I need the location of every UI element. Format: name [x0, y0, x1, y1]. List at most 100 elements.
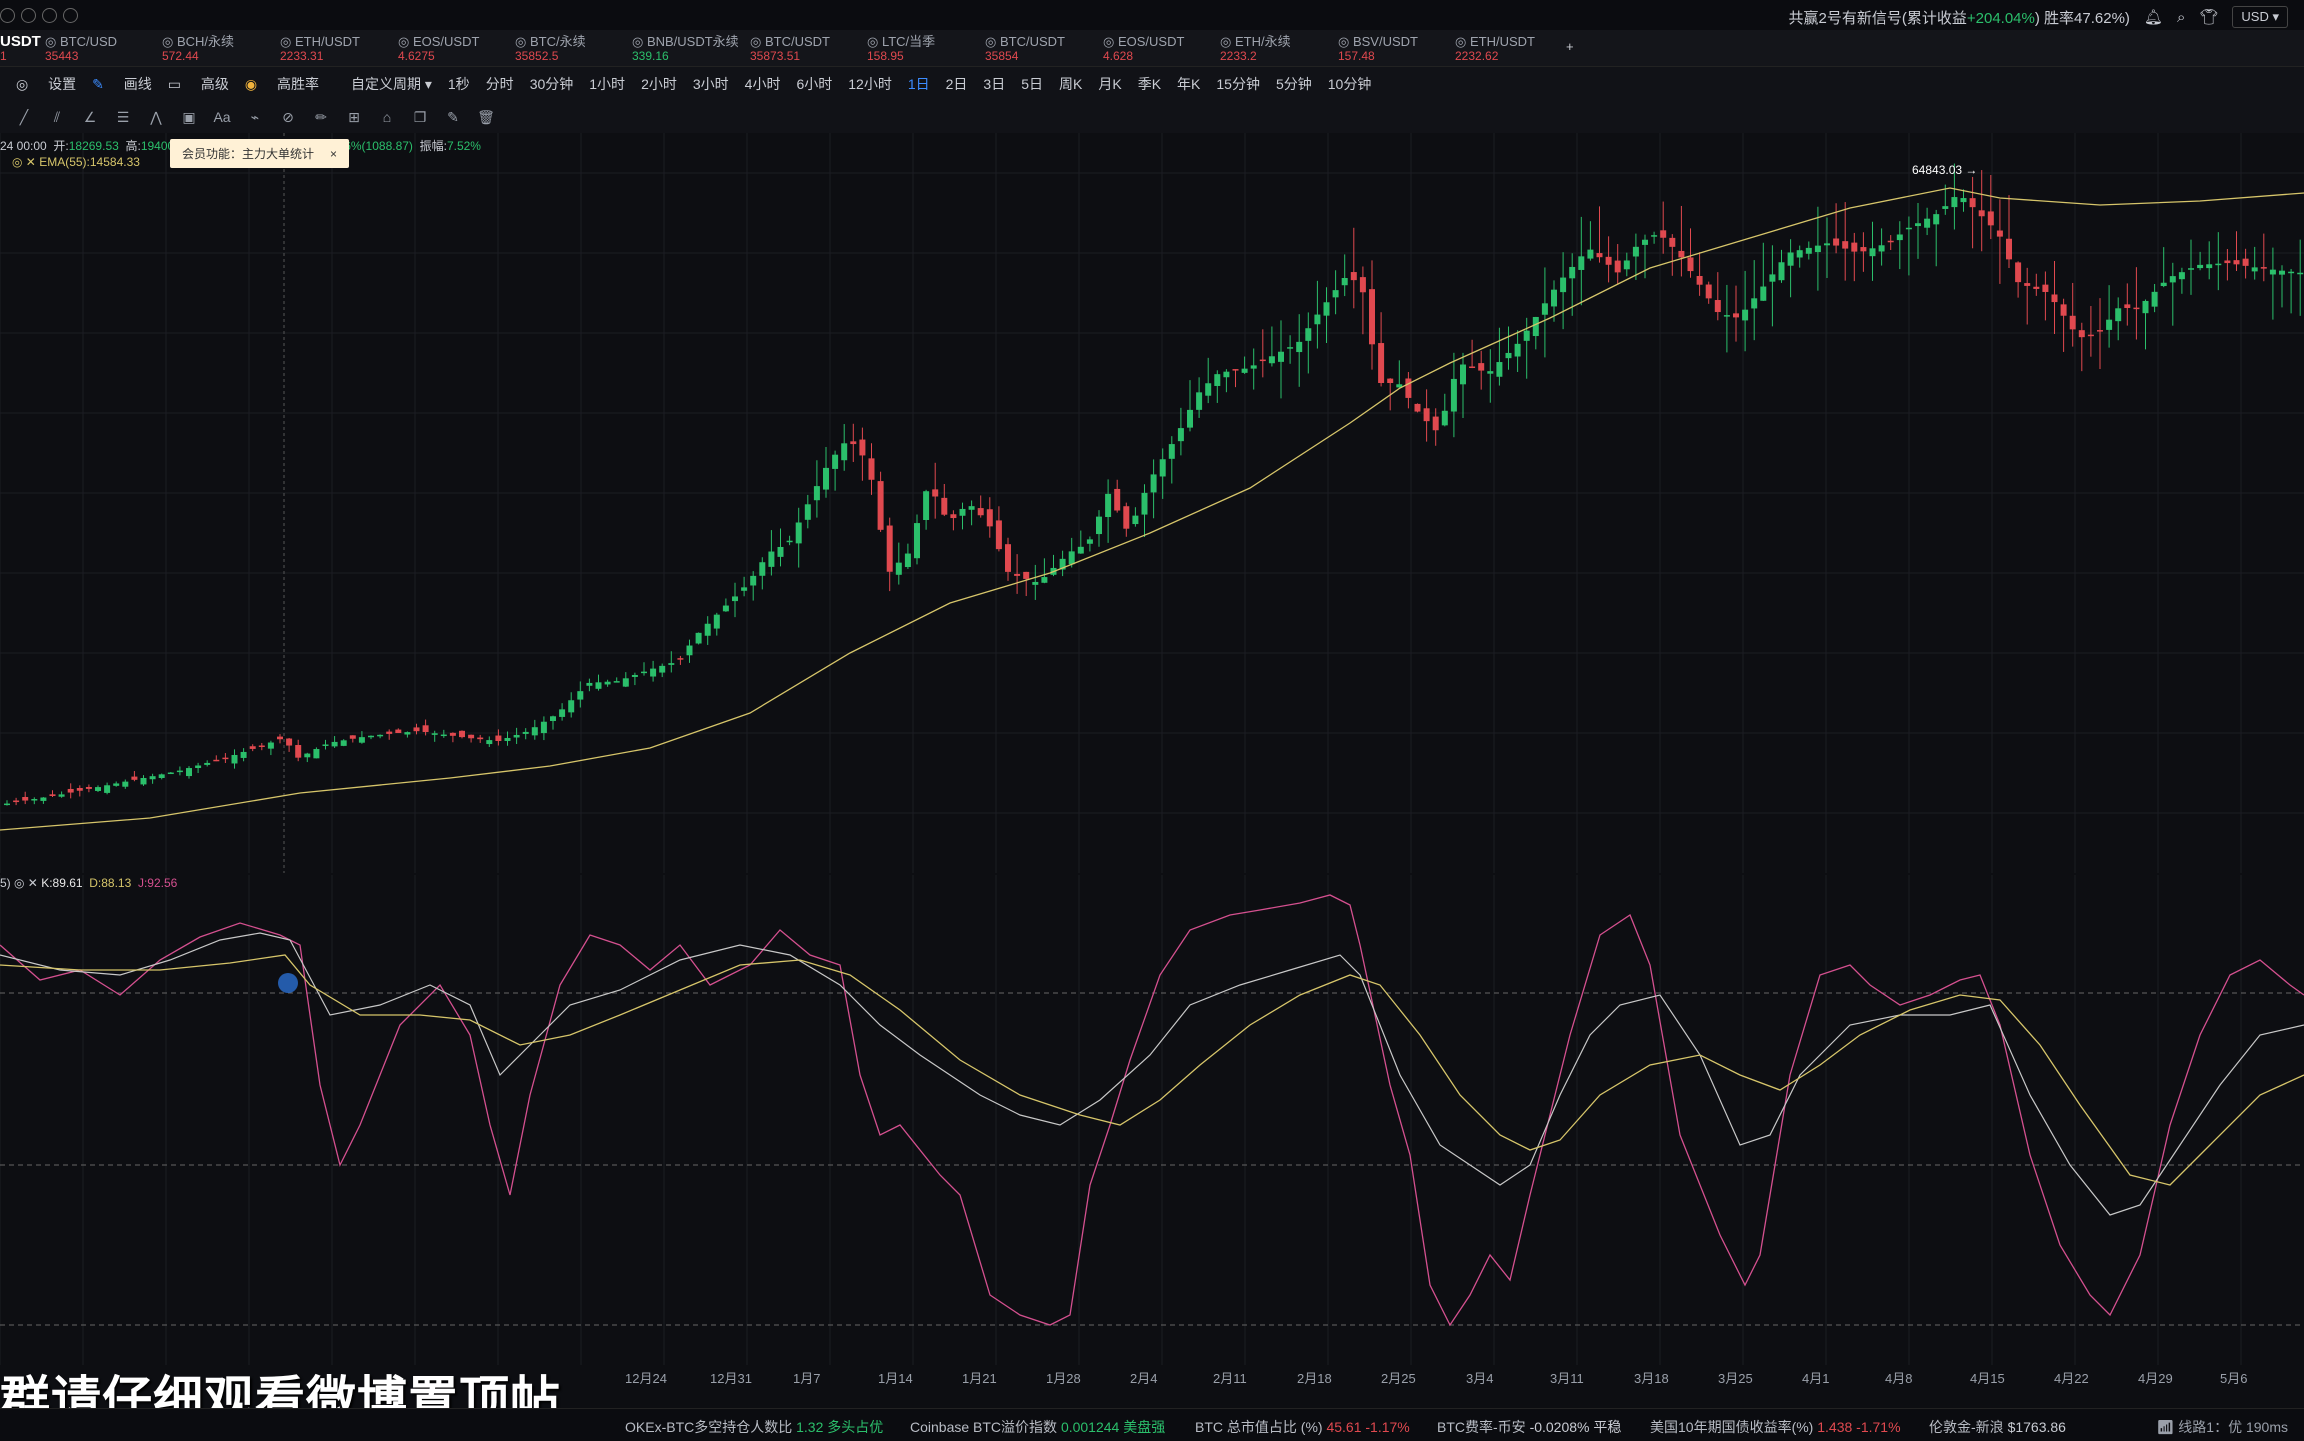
pattern-tool-icon[interactable]: ⋀ [150, 109, 162, 125]
candlestick-chart[interactable] [0, 133, 2304, 873]
tab-symbol: ◎ ETH/USDT [280, 34, 360, 49]
measure-icon[interactable]: ⊞ [348, 109, 360, 125]
status-item[interactable]: OKEx-BTC多空持仓人数比 1.32 多头占优 [625, 1419, 884, 1435]
delete-icon[interactable]: 🗑︎ [477, 109, 495, 125]
candle-body [1460, 364, 1466, 385]
kdj-j-line [0, 894, 2304, 1327]
period-option[interactable]: 周K [1059, 76, 1083, 92]
member-tooltip[interactable]: 会员功能：主力大单统计 × [170, 139, 350, 168]
symbol-tab[interactable]: ◎ ETH/永续 2233.2 [1220, 34, 1291, 64]
advanced-button[interactable]: ▭ 高级 [167, 76, 229, 92]
period-option[interactable]: 3小时 [692, 76, 729, 92]
symbol-tab[interactable]: ◎ BTC/永续 35852.5 [515, 34, 586, 64]
connection-status[interactable]: 📶︎ 线路1：优 190ms [2156, 1419, 2288, 1435]
symbol-tab[interactable]: ◎ ETH/USDT 2233.31 [280, 34, 360, 64]
window-refresh-icon[interactable] [63, 8, 78, 23]
custom-period-select[interactable]: 自定义周期 ▾ [350, 76, 432, 92]
trash-small-icon[interactable]: ⌂ [382, 109, 392, 125]
symbol-tab[interactable]: ◎ LTC/当季 158.95 [867, 34, 935, 64]
period-option[interactable]: 5分钟 [1275, 76, 1312, 92]
period-option[interactable]: 15分钟 [1216, 76, 1260, 92]
candle-body [486, 740, 493, 745]
period-option[interactable]: 5日 [1021, 76, 1044, 92]
period-option[interactable]: 4小时 [744, 76, 781, 92]
period-option[interactable]: 月K [1098, 76, 1122, 92]
symbol-tab[interactable]: ◎ BTC/USDT 35854 [985, 34, 1065, 64]
candle-body [841, 443, 848, 461]
channel-tool-icon[interactable]: ⫽ [53, 109, 61, 125]
period-option[interactable]: 1小时 [589, 76, 626, 92]
lock-icon[interactable]: ⊘ [282, 109, 294, 125]
angle-tool-icon[interactable]: ∠ [83, 109, 97, 125]
magnet-icon[interactable]: ⌁ [250, 109, 260, 125]
bell-icon[interactable]: 🔔︎ [2143, 9, 2163, 26]
tab-symbol: ◎ BTC/USDT [750, 34, 830, 49]
symbol-tab[interactable]: ◎ BSV/USDT 157.48 [1338, 34, 1418, 64]
symbol-tab[interactable]: ◎ BNB/USDT永续 339.16 [632, 34, 739, 64]
add-tab-button[interactable]: + [1566, 39, 1574, 54]
candle-body [267, 742, 274, 749]
candle-body [677, 658, 684, 660]
symbol-tab[interactable]: USDT 1 [0, 34, 41, 64]
tab-price: 158.95 [867, 49, 904, 63]
kdj-indicator-chart[interactable] [0, 875, 2304, 1365]
hlines-tool-icon[interactable]: ☰ [116, 109, 130, 125]
window-min-icon[interactable] [21, 8, 36, 23]
window-close-icon[interactable] [0, 8, 15, 23]
candle-body [1951, 197, 1958, 208]
period-option[interactable]: 3日 [983, 76, 1006, 92]
symbol-tab[interactable]: ◎ ETH/USDT 2232.62 [1455, 34, 1535, 64]
candle-body [1915, 223, 1921, 227]
signal-notice[interactable]: 共赢2号有新信号(累计收益+204.04%) 胜率47.62%) [1788, 9, 2130, 27]
candle-body [1432, 416, 1439, 431]
candle-body [1005, 544, 1011, 572]
candle-body [222, 757, 229, 760]
copy-icon[interactable]: ❐ [413, 109, 427, 125]
drawing-button[interactable]: ✎ 画线 [92, 76, 152, 92]
status-item[interactable]: 伦敦金-新浪 $1763.86 [1929, 1419, 2066, 1435]
symbol-tab[interactable]: ◎ BTC/USD 35443 [45, 34, 117, 64]
tooltip-close-button[interactable]: × [330, 147, 338, 161]
status-item[interactable]: 美国10年期国债收益率(%) 1.438 -1.71% [1650, 1419, 1901, 1435]
currency-select[interactable]: USD ▾ [2232, 6, 2288, 28]
status-item[interactable]: BTC 总市值占比 (%) 45.61 -1.17% [1195, 1419, 1410, 1435]
shirt-icon[interactable]: 👕︎ [2199, 9, 2219, 26]
period-option[interactable]: 季K [1137, 76, 1162, 92]
candle-body [750, 575, 757, 586]
candle-body [2151, 291, 2158, 307]
status-item[interactable]: Coinbase BTC溢价指数 0.001244 美盘强 [910, 1419, 1166, 1435]
period-option[interactable]: 30分钟 [529, 76, 574, 92]
candle-body [2215, 263, 2222, 266]
period-option[interactable]: 2日 [945, 76, 968, 92]
candle-body [1014, 573, 1021, 576]
candle-body [1978, 210, 1985, 217]
window-max-icon[interactable] [42, 8, 57, 23]
symbol-tab[interactable]: ◎ EOS/USDT 4.628 [1103, 34, 1184, 64]
status-item[interactable]: BTC费率-币安 -0.0208% 平稳 [1437, 1419, 1622, 1435]
x-axis-tick: 3月25 [1718, 1371, 1753, 1386]
period-option[interactable]: 分时 [485, 76, 514, 92]
symbol-tab[interactable]: ◎ BTC/USDT 35873.51 [750, 34, 830, 64]
search-icon[interactable]: ⌕ [2176, 8, 2186, 26]
rect-tool-icon[interactable]: ▣ [182, 109, 196, 125]
period-option[interactable]: 1日 [907, 76, 930, 92]
candle-body [1369, 289, 1375, 345]
win-rate-button[interactable]: ◉ 高胜率 [244, 76, 319, 92]
period-option[interactable]: 2小时 [641, 76, 677, 92]
settings-button[interactable]: ◎ 设置 [16, 76, 77, 92]
period-option[interactable]: 12小时 [848, 76, 892, 92]
symbol-tab[interactable]: ◎ BCH/永续 572.44 [162, 34, 234, 64]
line-tool-icon[interactable]: ╱ [19, 109, 29, 125]
status-bar: 📶︎ 线路1：优 190ms OKEx-BTC多空持仓人数比 1.32 多头占优… [0, 1408, 2304, 1441]
symbol-tab[interactable]: ◎ EOS/USDT 4.6275 [398, 34, 479, 64]
edit-icon[interactable]: ✎ [447, 109, 459, 125]
text-tool-icon[interactable]: Aa [213, 109, 231, 125]
candle-body [1696, 275, 1703, 285]
candle-body [2097, 330, 2103, 332]
tab-price: 35854 [985, 49, 1019, 63]
period-option[interactable]: 年K [1177, 76, 1201, 92]
period-option[interactable]: 10分钟 [1327, 76, 1372, 92]
pencil-icon[interactable]: ✏ [315, 109, 327, 125]
period-option[interactable]: 6小时 [796, 76, 833, 92]
period-option[interactable]: 1秒 [447, 76, 470, 92]
